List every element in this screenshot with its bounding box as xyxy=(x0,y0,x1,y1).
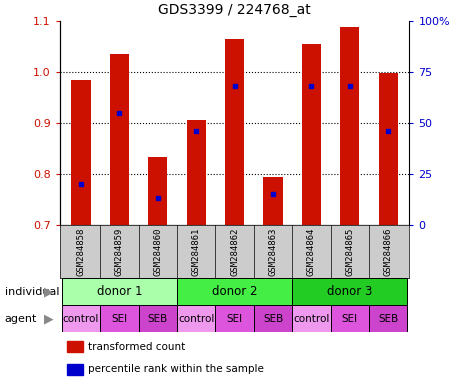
Bar xyxy=(100,305,138,332)
Bar xyxy=(177,278,291,305)
Text: GSM284861: GSM284861 xyxy=(191,227,200,276)
Bar xyxy=(177,305,215,332)
Text: individual: individual xyxy=(5,287,59,297)
Bar xyxy=(253,305,291,332)
Text: SEI: SEI xyxy=(111,314,127,324)
Bar xyxy=(263,177,282,225)
Bar xyxy=(67,364,82,375)
Text: GSM284865: GSM284865 xyxy=(345,227,353,276)
Text: GSM284864: GSM284864 xyxy=(306,227,315,276)
Text: donor 1: donor 1 xyxy=(96,285,142,298)
Bar xyxy=(71,79,90,225)
Text: SEB: SEB xyxy=(377,314,397,324)
Bar xyxy=(215,305,253,332)
Text: GSM284863: GSM284863 xyxy=(268,227,277,276)
Text: GSM284866: GSM284866 xyxy=(383,227,392,276)
Text: transformed count: transformed count xyxy=(88,342,185,352)
Bar xyxy=(148,157,167,225)
Text: agent: agent xyxy=(5,314,37,324)
Text: SEI: SEI xyxy=(226,314,242,324)
Bar xyxy=(67,341,82,352)
Bar xyxy=(301,44,320,225)
Bar xyxy=(291,305,330,332)
Bar xyxy=(224,39,244,225)
Bar xyxy=(378,73,397,225)
Text: GSM284859: GSM284859 xyxy=(115,227,123,276)
Text: control: control xyxy=(292,314,329,324)
Text: donor 3: donor 3 xyxy=(326,285,372,298)
Bar xyxy=(62,305,100,332)
Text: donor 2: donor 2 xyxy=(212,285,257,298)
Text: SEB: SEB xyxy=(147,314,168,324)
Bar xyxy=(110,54,129,225)
Text: SEI: SEI xyxy=(341,314,357,324)
Bar xyxy=(138,305,177,332)
Bar xyxy=(340,27,358,225)
Bar xyxy=(186,120,205,225)
Bar xyxy=(62,278,177,305)
Text: control: control xyxy=(62,314,99,324)
Text: SEB: SEB xyxy=(263,314,283,324)
Title: GDS3399 / 224768_at: GDS3399 / 224768_at xyxy=(158,3,310,17)
Text: control: control xyxy=(178,314,214,324)
Text: GSM284858: GSM284858 xyxy=(76,227,85,276)
Text: ▶: ▶ xyxy=(44,312,53,325)
Bar xyxy=(368,305,407,332)
Text: GSM284862: GSM284862 xyxy=(230,227,239,276)
Bar xyxy=(291,278,407,305)
Bar xyxy=(330,305,368,332)
Text: GSM284860: GSM284860 xyxy=(153,227,162,276)
Text: ▶: ▶ xyxy=(44,285,53,298)
Text: percentile rank within the sample: percentile rank within the sample xyxy=(88,364,263,374)
